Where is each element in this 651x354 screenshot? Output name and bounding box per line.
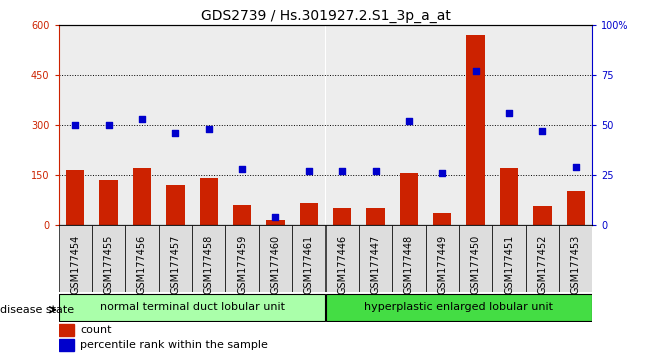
Text: GSM177455: GSM177455 bbox=[104, 235, 114, 294]
Bar bbox=[100, 180, 118, 225]
Bar bbox=[326, 293, 592, 321]
Point bbox=[104, 122, 114, 127]
Bar bbox=[333, 208, 352, 225]
Bar bbox=[400, 173, 418, 225]
Bar bbox=[92, 225, 125, 292]
Bar bbox=[266, 220, 284, 225]
Bar bbox=[500, 168, 518, 225]
Bar bbox=[525, 225, 559, 292]
Bar bbox=[367, 208, 385, 225]
Text: GSM177456: GSM177456 bbox=[137, 235, 147, 294]
Text: GSM177453: GSM177453 bbox=[571, 235, 581, 294]
Bar bbox=[225, 25, 258, 225]
Point bbox=[471, 68, 481, 74]
Point bbox=[570, 164, 581, 170]
Text: GSM177446: GSM177446 bbox=[337, 235, 347, 294]
Bar bbox=[566, 192, 585, 225]
Bar bbox=[326, 225, 359, 292]
Point bbox=[70, 122, 81, 127]
Text: GSM177461: GSM177461 bbox=[304, 235, 314, 294]
Point bbox=[137, 116, 147, 122]
Bar bbox=[426, 225, 459, 292]
Text: GDS2739 / Hs.301927.2.S1_3p_a_at: GDS2739 / Hs.301927.2.S1_3p_a_at bbox=[201, 9, 450, 23]
Point bbox=[337, 168, 348, 173]
Bar bbox=[125, 225, 159, 292]
Bar bbox=[559, 25, 592, 225]
Text: disease state: disease state bbox=[0, 305, 74, 315]
Text: GSM177448: GSM177448 bbox=[404, 235, 414, 294]
Bar bbox=[525, 25, 559, 225]
Point bbox=[537, 128, 547, 133]
Point bbox=[270, 214, 281, 219]
Text: GSM177447: GSM177447 bbox=[370, 235, 381, 294]
Bar bbox=[59, 25, 92, 225]
Point bbox=[370, 168, 381, 173]
Text: GSM177449: GSM177449 bbox=[437, 235, 447, 294]
Bar bbox=[292, 225, 326, 292]
Point bbox=[437, 170, 447, 176]
Bar bbox=[258, 225, 292, 292]
Bar bbox=[492, 25, 525, 225]
Bar bbox=[159, 25, 192, 225]
Bar bbox=[159, 225, 192, 292]
Text: GSM177452: GSM177452 bbox=[537, 235, 547, 294]
Bar bbox=[359, 25, 392, 225]
Text: normal terminal duct lobular unit: normal terminal duct lobular unit bbox=[100, 302, 284, 312]
Bar bbox=[492, 225, 525, 292]
Bar bbox=[533, 206, 551, 225]
Text: GSM177460: GSM177460 bbox=[270, 235, 281, 294]
Bar bbox=[292, 25, 326, 225]
Bar bbox=[559, 225, 592, 292]
Bar bbox=[225, 225, 258, 292]
Bar bbox=[359, 225, 392, 292]
Text: GSM177454: GSM177454 bbox=[70, 235, 80, 294]
Bar bbox=[59, 339, 74, 352]
Bar bbox=[233, 205, 251, 225]
Point bbox=[170, 130, 180, 136]
Bar bbox=[192, 25, 225, 225]
Bar bbox=[66, 170, 85, 225]
Bar bbox=[59, 324, 74, 336]
Text: count: count bbox=[80, 325, 112, 336]
Bar bbox=[59, 293, 326, 321]
Bar bbox=[258, 25, 292, 225]
Bar bbox=[192, 225, 225, 292]
Bar bbox=[133, 168, 151, 225]
Bar bbox=[326, 25, 359, 225]
Point bbox=[404, 118, 414, 124]
Bar bbox=[467, 35, 485, 225]
Text: hyperplastic enlarged lobular unit: hyperplastic enlarged lobular unit bbox=[365, 302, 553, 312]
Text: GSM177450: GSM177450 bbox=[471, 235, 480, 294]
Text: percentile rank within the sample: percentile rank within the sample bbox=[80, 341, 268, 350]
Point bbox=[504, 110, 514, 116]
Point bbox=[303, 168, 314, 173]
Bar bbox=[166, 185, 184, 225]
Text: GSM177457: GSM177457 bbox=[171, 235, 180, 294]
Text: GSM177459: GSM177459 bbox=[237, 235, 247, 294]
Bar bbox=[59, 225, 92, 292]
Bar bbox=[392, 25, 426, 225]
Point bbox=[204, 126, 214, 132]
Bar bbox=[125, 25, 159, 225]
Bar bbox=[459, 225, 492, 292]
Bar bbox=[299, 203, 318, 225]
Text: GSM177451: GSM177451 bbox=[504, 235, 514, 294]
Bar bbox=[426, 25, 459, 225]
Bar bbox=[459, 25, 492, 225]
Bar bbox=[92, 25, 125, 225]
Text: GSM177458: GSM177458 bbox=[204, 235, 214, 294]
Bar bbox=[392, 225, 426, 292]
Bar bbox=[433, 213, 451, 225]
Bar bbox=[200, 178, 218, 225]
Point bbox=[237, 166, 247, 172]
